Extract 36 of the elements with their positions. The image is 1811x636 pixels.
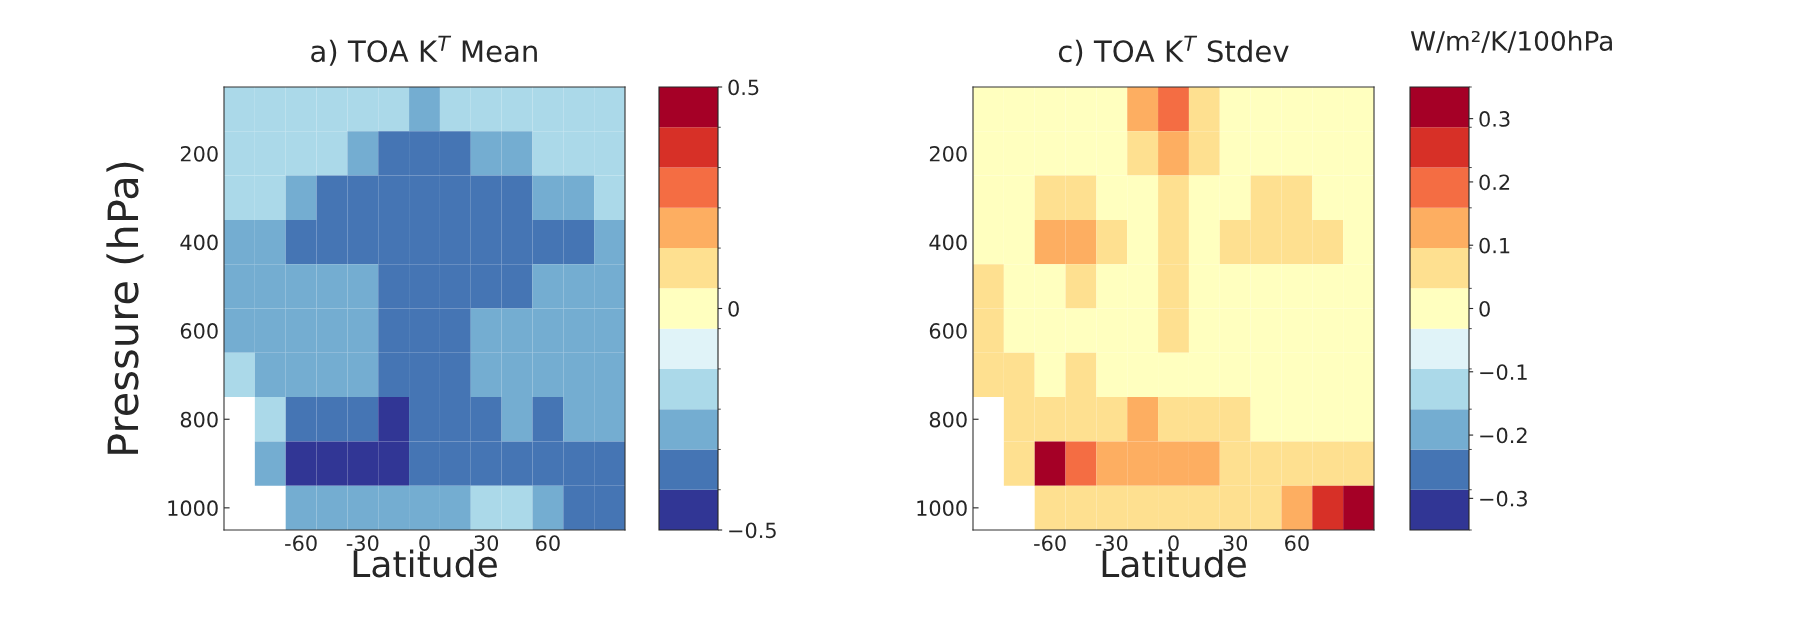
x-tick-label: 60 xyxy=(1285,535,1309,551)
color-bar-label: 0.3 xyxy=(1479,111,1510,127)
y-tick-label: 800 xyxy=(180,411,218,428)
chart-title: c) TOA K$^{T}$ Stdev xyxy=(1058,35,1289,66)
color-bar-label: 0 xyxy=(728,300,739,317)
y-tick-label: 1000 xyxy=(917,500,967,517)
y-axis-title: Pressure (hPa) xyxy=(106,162,144,454)
x-axis-title: Latitude xyxy=(1102,549,1246,578)
x-tick-label: 30 xyxy=(1223,535,1248,551)
color-bar-label: −0.2 xyxy=(1480,427,1527,444)
x-tick-label: 60 xyxy=(536,535,560,551)
color-bar-label: −0.1 xyxy=(1480,364,1527,380)
color-bar-label: −0.5 xyxy=(729,522,776,539)
y-tick-label: 200 xyxy=(929,145,967,162)
color-bar-label: −0.3 xyxy=(1480,490,1527,507)
color-bar-label: 0.5 xyxy=(728,79,759,96)
color-bar-label: 0.1 xyxy=(1479,237,1510,254)
y-tick-label: 800 xyxy=(929,411,967,428)
y-tick-label: 600 xyxy=(180,323,218,339)
x-tick-label: 0 xyxy=(1168,535,1179,551)
y-tick-label: 200 xyxy=(180,145,218,162)
chart-title: a) TOA K$^{T}$ Mean xyxy=(311,35,537,66)
y-tick-label: 400 xyxy=(180,234,218,251)
color-bar-title: W/m²/K/100hPa xyxy=(1410,30,1612,53)
x-tick-label: -30 xyxy=(346,535,379,551)
x-axis-title: Latitude xyxy=(353,549,497,578)
color-bar-label: 0 xyxy=(1479,300,1490,317)
x-tick-label: -60 xyxy=(285,535,317,551)
x-tick-label: 0 xyxy=(419,535,430,551)
x-tick-label: -30 xyxy=(1095,535,1128,551)
x-tick-label: 30 xyxy=(474,535,499,551)
x-tick-label: -60 xyxy=(1034,535,1066,551)
y-tick-label: 400 xyxy=(929,234,967,251)
y-tick-label: 1000 xyxy=(168,500,218,517)
color-bar-label: 0.2 xyxy=(1479,174,1510,191)
y-tick-label: 600 xyxy=(929,323,967,339)
